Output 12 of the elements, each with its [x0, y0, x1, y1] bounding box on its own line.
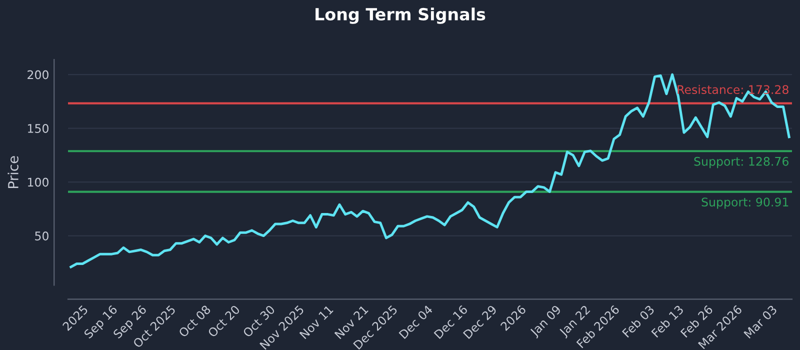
ref-line-label: Support: 90.91	[702, 198, 788, 209]
y-tick-label: 100	[28, 178, 48, 187]
y-tick-label: 200	[28, 70, 48, 80]
y-tick-label: 150	[28, 124, 48, 133]
ref-line-label: Resistance: 173.28	[678, 84, 788, 94]
line-series	[70, 73, 790, 268]
chart-title: Long Term Signals	[316, 8, 486, 24]
x-tick-label: Dec 04	[398, 304, 434, 340]
y-axis-title: Price	[8, 156, 18, 188]
x-tick-label: Mar 03	[744, 304, 778, 339]
y-tick-label: 50	[35, 232, 48, 240]
ref-line-label: Support: 128.76	[694, 156, 788, 168]
